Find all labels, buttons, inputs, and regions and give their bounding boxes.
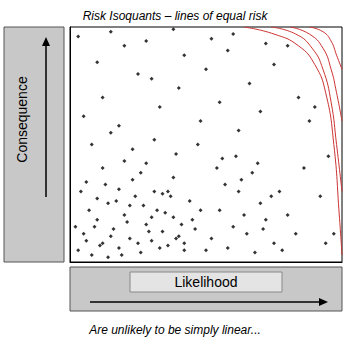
svg-text:Consequence: Consequence — [14, 76, 30, 163]
svg-text:Likelihood: Likelihood — [174, 274, 237, 290]
svg-text:Risk Isoquants – lines of equa: Risk Isoquants – lines of equal risk — [83, 9, 269, 23]
svg-text:Are unlikely to be simply line: Are unlikely to be simply linear... — [88, 323, 261, 337]
